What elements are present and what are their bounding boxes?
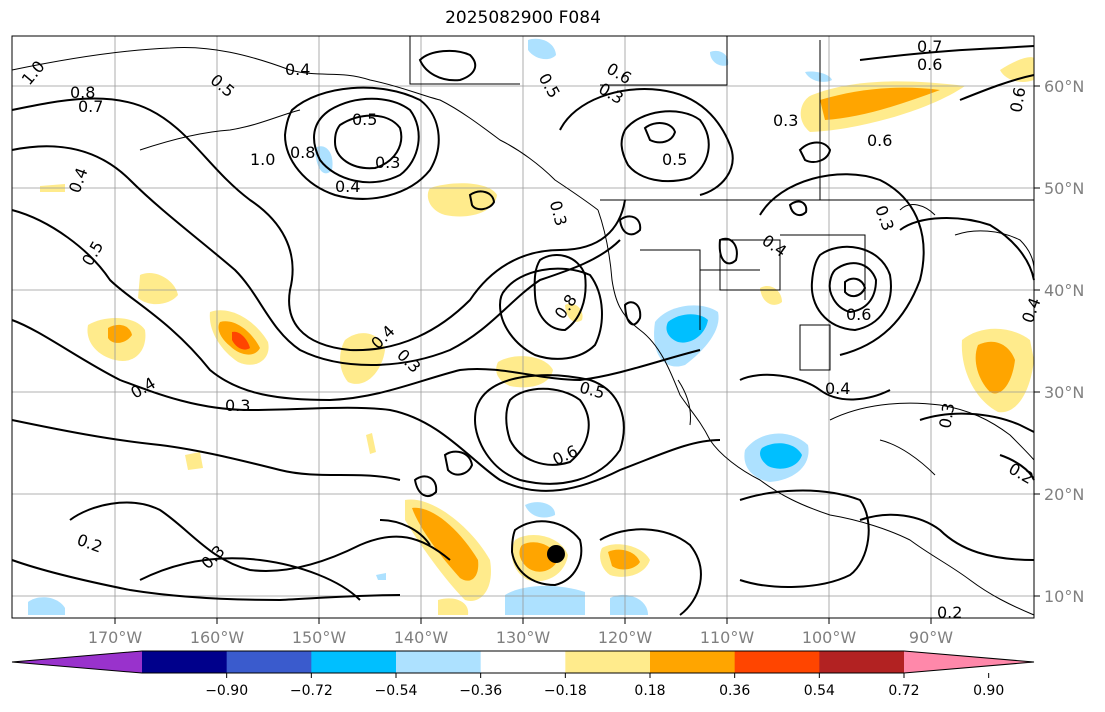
contour-label: 0.4 [335,177,360,196]
contour-label: 0.5 [78,238,107,270]
contour-label: 0.2 [74,530,104,557]
contour-label: 0.3 [197,541,228,572]
lat-tick-label: 30°N [1044,383,1084,402]
colorbar-tick-label: −0.36 [459,683,502,699]
lon-tick-label: 90°W [909,628,953,647]
lat-tick-label: 10°N [1044,587,1084,606]
lat-tick-label: 50°N [1044,179,1084,198]
longitude-axis: 170°W 160°W 150°W 140°W 130°W 120°W 110°… [88,618,953,647]
contour-label: 0.4 [285,60,310,79]
graticule [12,36,1034,618]
contour-label: 0.3 [935,401,958,429]
contour-label: 0.4 [65,165,92,195]
contour-label: 0.3 [871,203,898,233]
latitude-axis: 60°N 50°N 40°N 30°N 20°N 10°N [1034,77,1084,606]
contour-label: 0.8 [290,143,315,162]
lon-tick-label: 160°W [190,628,245,647]
lon-tick-label: 170°W [88,628,143,647]
lon-tick-label: 140°W [394,628,449,647]
contour-label: 0.6 [917,55,942,74]
contour-label: 0.3 [546,199,571,229]
contour-label: 0.3 [225,396,250,415]
contour-label: 0.7 [78,97,103,116]
colorbar-tick-label: −0.54 [375,683,418,699]
map-title: 2025082900 F084 [445,8,601,28]
contour-label: 0.2 [937,603,962,622]
contour-label: 1.0 [250,150,275,169]
contour-label: 0.3 [375,153,400,172]
contour-label: 0.5 [535,70,564,102]
colorbar-segment [734,651,820,673]
colorbar-tick-label: −0.18 [544,683,587,699]
colorbar-tick-label: 0.18 [634,683,665,699]
shaded-anomalies [28,38,1034,615]
contour-label: 0.6 [846,305,871,324]
contour-label: 0.4 [1018,295,1045,325]
lat-tick-label: 60°N [1044,77,1084,96]
contour-label: 0.3 [393,345,424,376]
contour-label: 0.2 [1005,459,1037,488]
lon-tick-label: 110°W [700,628,755,647]
colorbar-tick-label: −0.72 [290,683,333,699]
colorbar-segment [142,651,228,673]
colorbar-outline [11,650,1035,674]
contour-label: 0.4 [127,373,159,402]
colorbar-segment [819,651,905,673]
colorbar-segment [396,651,482,673]
contour-label: 1.0 [18,57,49,89]
colorbar-segment [480,651,566,673]
contour-label: 0.6 [867,131,892,150]
lon-tick-label: 120°W [598,628,653,647]
contour-label: 0.5 [577,378,607,403]
contour-label: 0.5 [207,70,239,101]
lon-tick-label: 150°W [292,628,347,647]
colorbar: −0.90 −0.72 −0.54 −0.36 −0.18 0.18 0.36 0.54 0.7… [11,650,1035,699]
contour-lines [11,45,1035,616]
colorbar-tick-label: 0.72 [888,683,919,699]
contour-label: 0.7 [917,37,942,56]
colorbar-tick-label: 0.90 [973,683,1004,699]
contour-label: 0.5 [352,110,377,129]
contour-label: 0.6 [1006,86,1029,114]
storm-marker [547,545,565,563]
colorbar-segment [226,651,312,673]
colorbar-tick-label: −0.90 [205,683,248,699]
colorbar-tick-label: 0.36 [719,683,750,699]
lat-tick-label: 20°N [1044,485,1084,504]
colorbar-segment [650,651,736,673]
colorbar-tick-label: 0.54 [804,683,835,699]
coastlines [11,36,1035,616]
colorbar-extend-high [904,651,1034,673]
contour-label: 0.8 [70,83,95,102]
lon-tick-label: 100°W [802,628,857,647]
contour-label: 0.4 [825,379,850,398]
lat-tick-label: 40°N [1044,281,1084,300]
lon-tick-label: 130°W [496,628,551,647]
contour-label: 0.3 [773,111,798,130]
colorbar-extend-low [12,651,142,673]
contour-label: 0.5 [662,150,687,169]
colorbar-segment [565,651,651,673]
colorbar-segment [311,651,397,673]
